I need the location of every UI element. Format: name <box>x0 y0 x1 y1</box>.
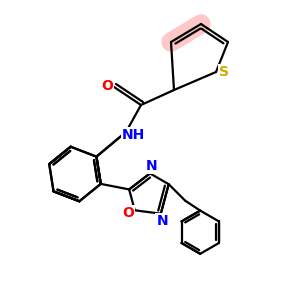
Text: N: N <box>146 159 157 173</box>
Text: NH: NH <box>122 128 145 142</box>
Text: O: O <box>122 206 134 220</box>
Text: O: O <box>101 79 113 92</box>
Text: S: S <box>219 65 230 79</box>
Text: N: N <box>157 214 168 228</box>
